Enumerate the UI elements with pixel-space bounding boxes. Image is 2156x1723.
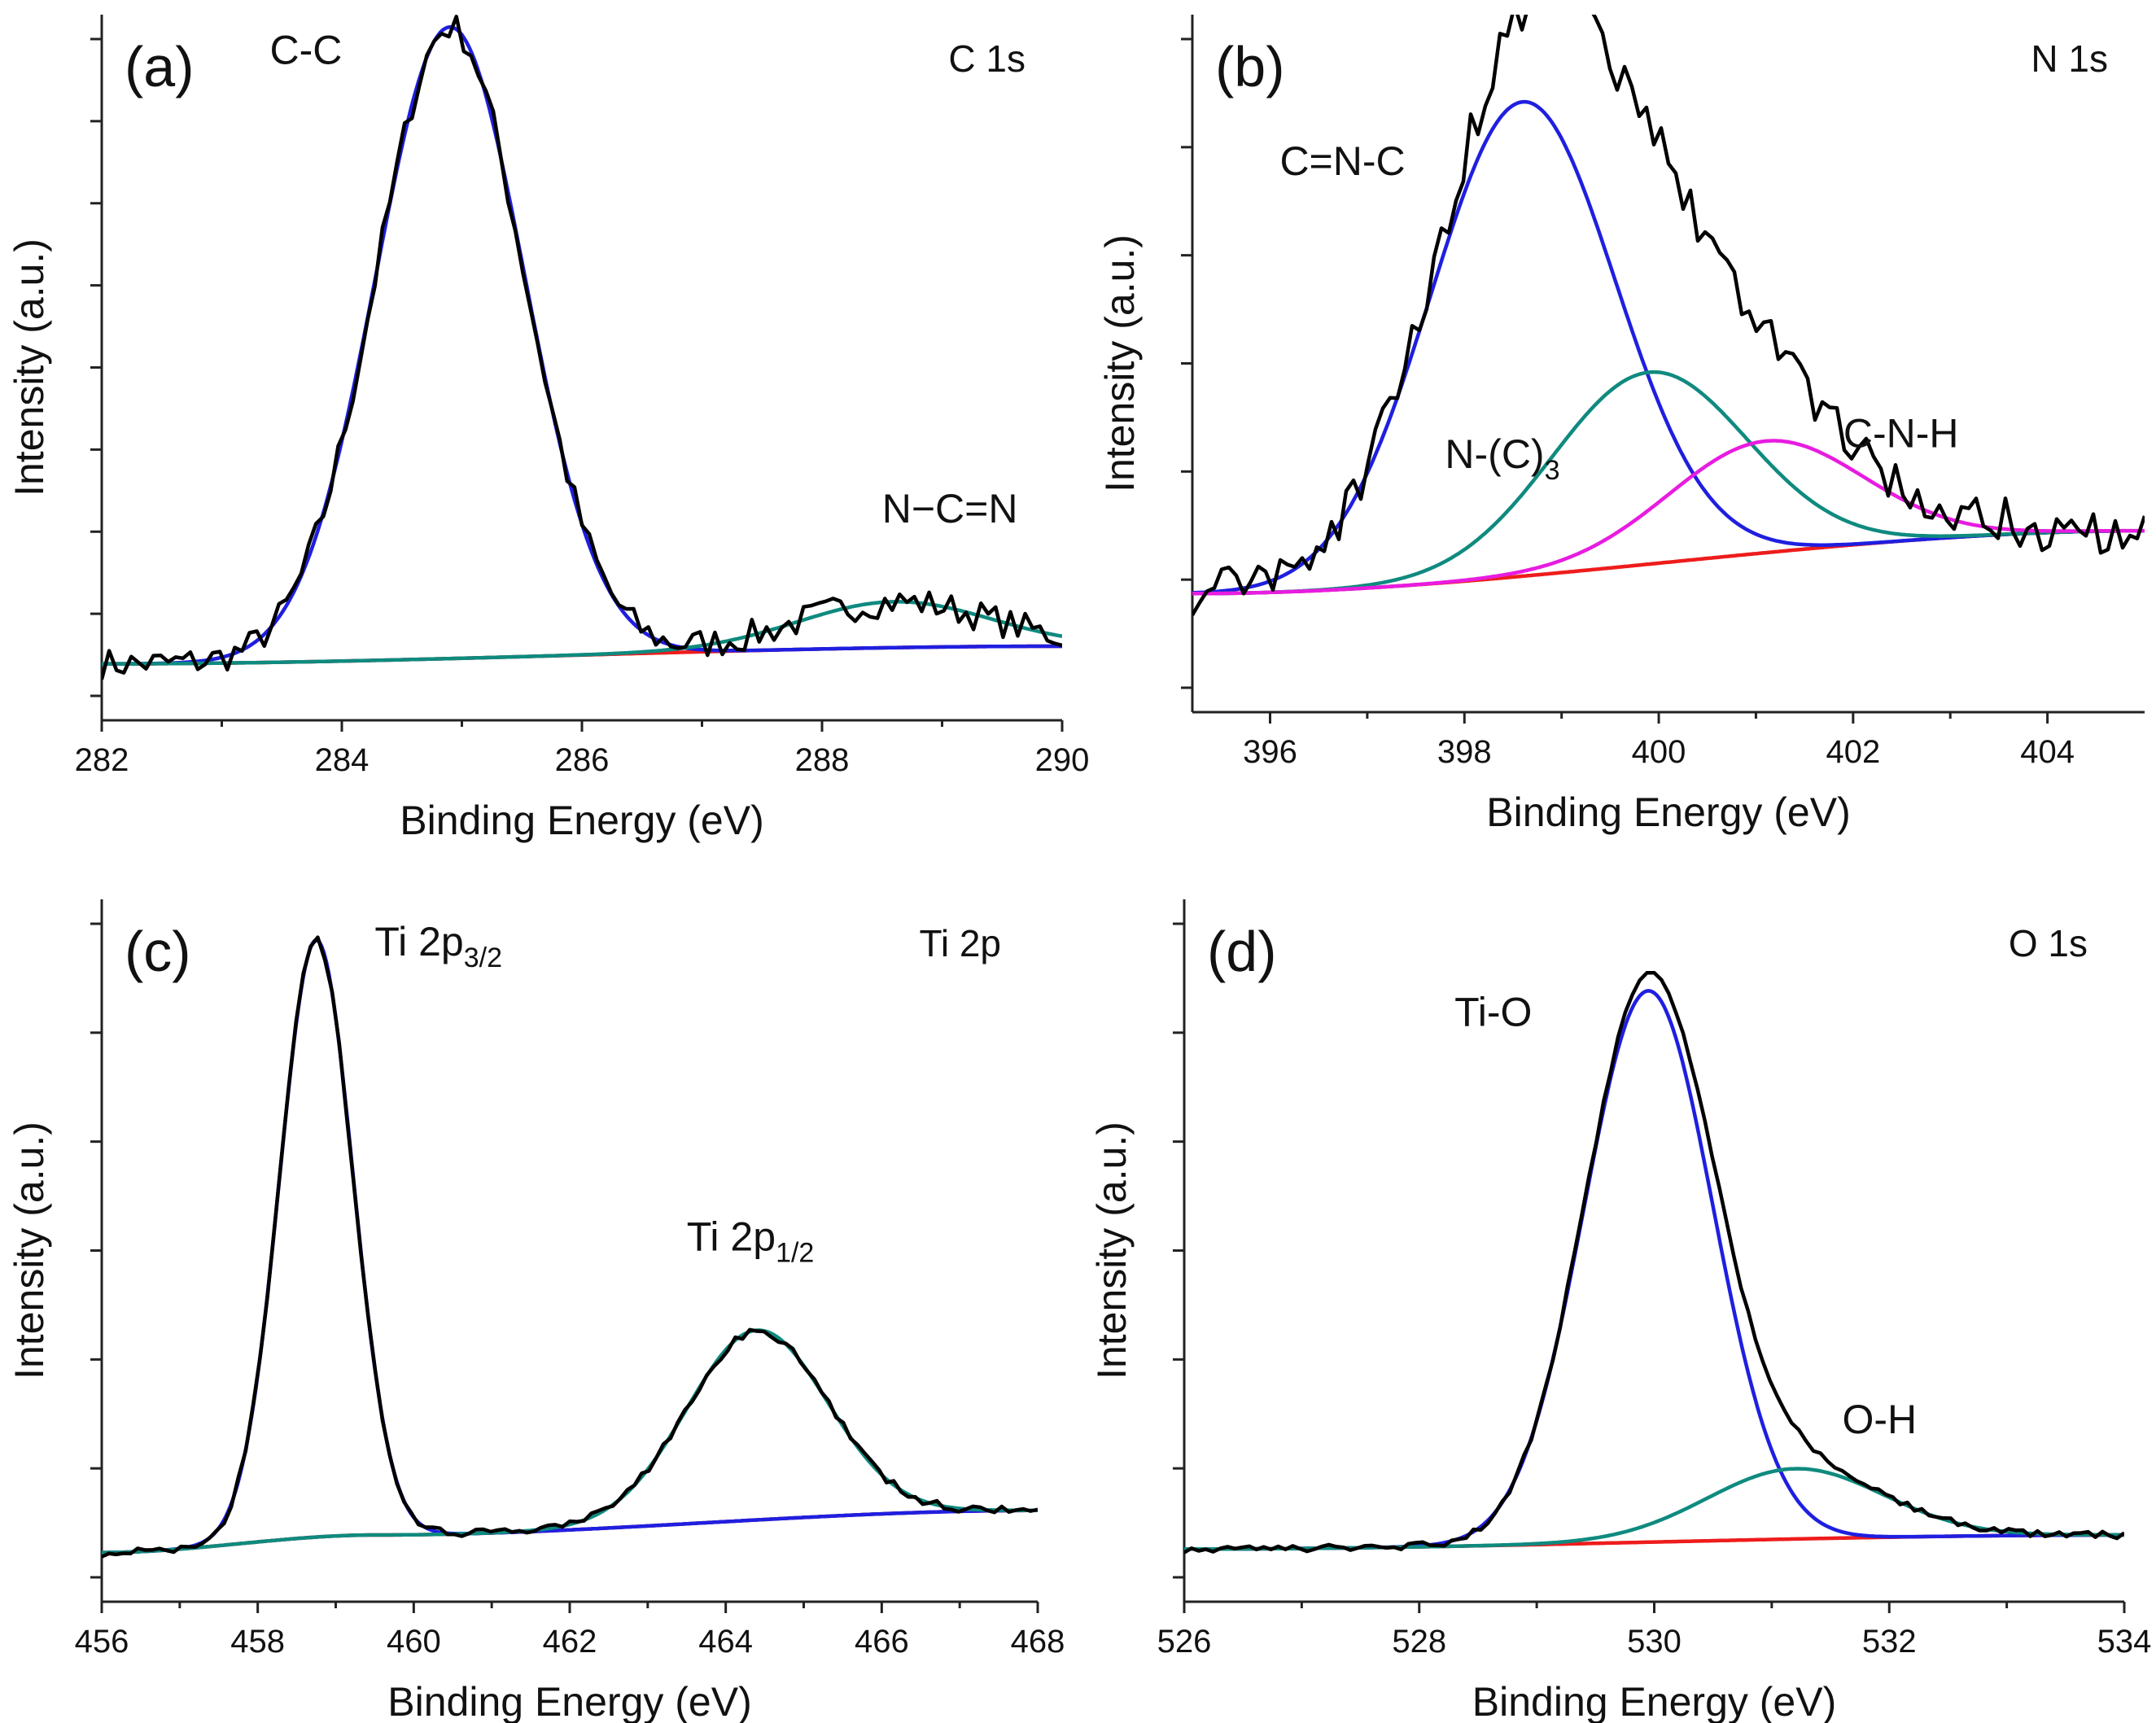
peak-label: Ti-O [1454,989,1532,1034]
x-tick-label: 456 [75,1624,129,1660]
x-axis-title: Binding Energy (eV) [400,798,763,843]
raw-data-line [1184,970,2124,1555]
x-tick-label: 404 [2020,734,2075,770]
curves [102,15,1062,680]
fit-line-1 [102,1328,1038,1555]
peak-label: N−C=N [882,486,1018,531]
peak-label: C-C [270,28,343,73]
panel-d: 526 528 530 532 534 Binding Energy (eV) Intens… [1089,899,2151,1723]
panel-label: (a) [125,35,195,98]
x-axis-title: Binding Energy (eV) [1472,1679,1836,1723]
panel-label: (b) [1215,35,1285,98]
raw-data-line [102,935,1038,1559]
curves [1192,15,2145,616]
x-axis-title: Binding Energy (eV) [387,1679,751,1723]
x-tick-label: 526 [1157,1624,1212,1660]
panel-c: 456 458 460 462 464 466 468 Binding Energy (eV)… [7,899,1065,1723]
x-tick-label: 466 [855,1624,909,1660]
x-tick-label: 284 [315,742,370,778]
x-tick-label: 402 [1826,734,1880,770]
fit-line-0 [102,24,1062,666]
x-tick-label: 464 [698,1624,753,1660]
y-axis-title: Intensity (a.u.) [1097,234,1143,492]
panel-label: (c) [125,920,191,983]
peak-label: C-N-H [1843,410,1959,456]
x-tick-label: 288 [795,742,850,778]
region-label: Ti 2p [919,922,1001,964]
raw-data-line [1192,15,2145,616]
x-tick-label: 530 [1627,1624,1682,1660]
panel-label: (d) [1207,920,1277,983]
x-tick-label: 528 [1392,1624,1446,1660]
peak-label: N-(C)3 [1445,431,1559,486]
x-tick-label: 286 [555,742,610,778]
background-line [1192,528,2145,596]
x-tick-label: 532 [1862,1624,1917,1660]
peak-label: O-H [1843,1397,1918,1442]
x-tick-label: 282 [75,742,129,778]
x-tick-label: 400 [1632,734,1686,770]
peak-label: Ti 2p3/2 [374,919,502,973]
x-tick-label: 462 [543,1624,597,1660]
panel-a: 282 284 286 288 290 Binding Energy (eV) Intens… [7,15,1089,843]
x-tick-label: 458 [230,1624,285,1660]
y-axis-title: Intensity (a.u.) [1089,1122,1135,1380]
peak-label: C=N-C [1279,138,1405,184]
region-label: C 1s [948,37,1026,80]
peak-label: Ti 2p1/2 [687,1214,815,1269]
x-tick-label: 468 [1011,1624,1065,1660]
x-tick-label: 534 [2097,1624,2152,1660]
fit-line-0 [1184,989,2124,1551]
region-label: N 1s [2031,37,2108,80]
curves [1184,970,2124,1555]
y-axis-title: Intensity (a.u.) [7,1122,52,1380]
panel-b: 396 398 400 402 404 Binding Energy (eV) Intens… [1097,15,2145,835]
x-tick-label: 396 [1243,734,1297,770]
fit-line-1 [102,600,1062,666]
y-axis-title: Intensity (a.u.) [7,238,52,496]
raw-data-line [102,15,1062,680]
x-tick-label: 460 [387,1624,441,1660]
region-label: O 1s [2009,922,2088,964]
x-tick-label: 398 [1437,734,1492,770]
x-tick-label: 290 [1035,742,1090,778]
curves [102,935,1038,1559]
x-axis-title: Binding Energy (eV) [1486,789,1850,835]
